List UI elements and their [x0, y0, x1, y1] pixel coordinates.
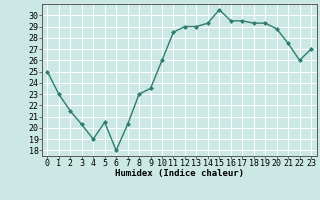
- X-axis label: Humidex (Indice chaleur): Humidex (Indice chaleur): [115, 169, 244, 178]
